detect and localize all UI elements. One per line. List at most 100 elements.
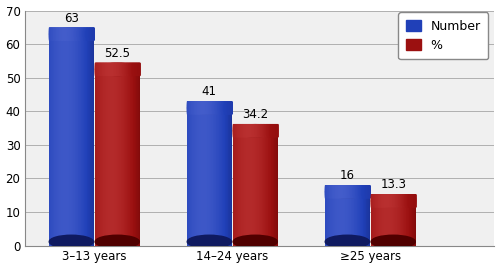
Ellipse shape <box>376 194 378 207</box>
Bar <box>348 192 350 246</box>
Bar <box>405 201 406 246</box>
Ellipse shape <box>134 63 135 76</box>
Ellipse shape <box>401 194 402 207</box>
Bar <box>332 192 333 246</box>
Bar <box>229 108 230 246</box>
Ellipse shape <box>122 63 123 76</box>
Ellipse shape <box>129 63 130 76</box>
Bar <box>256 131 257 246</box>
Bar <box>59 34 60 246</box>
Bar <box>138 69 140 246</box>
Ellipse shape <box>344 185 345 198</box>
Ellipse shape <box>353 185 354 198</box>
Bar <box>92 34 93 246</box>
Bar <box>243 131 244 246</box>
Bar <box>372 201 374 246</box>
Ellipse shape <box>381 194 382 207</box>
Ellipse shape <box>393 194 394 207</box>
Ellipse shape <box>258 124 259 137</box>
Ellipse shape <box>336 185 338 198</box>
Ellipse shape <box>243 124 244 137</box>
Bar <box>260 131 261 246</box>
Bar <box>372 201 373 246</box>
Ellipse shape <box>130 63 131 76</box>
Bar <box>336 192 338 246</box>
Ellipse shape <box>260 124 261 137</box>
Ellipse shape <box>114 63 116 76</box>
Ellipse shape <box>206 101 207 114</box>
Ellipse shape <box>246 124 248 137</box>
Ellipse shape <box>83 28 84 41</box>
Bar <box>113 69 114 246</box>
Ellipse shape <box>113 63 114 76</box>
Bar <box>214 108 215 246</box>
Bar <box>340 192 341 246</box>
Bar <box>244 131 246 246</box>
Ellipse shape <box>367 185 368 198</box>
Bar <box>368 192 369 246</box>
Bar <box>129 69 130 246</box>
Bar <box>191 108 192 246</box>
Bar <box>102 69 103 246</box>
Ellipse shape <box>196 101 197 114</box>
Ellipse shape <box>261 124 262 137</box>
Ellipse shape <box>383 194 384 207</box>
Bar <box>112 69 114 246</box>
Bar <box>389 201 390 246</box>
Ellipse shape <box>77 28 78 41</box>
Ellipse shape <box>228 101 230 114</box>
Ellipse shape <box>227 101 228 114</box>
Bar <box>196 108 197 246</box>
Ellipse shape <box>330 185 332 198</box>
Bar <box>267 131 268 246</box>
Ellipse shape <box>263 124 264 137</box>
Bar <box>206 108 208 246</box>
Ellipse shape <box>325 185 326 198</box>
Ellipse shape <box>198 101 200 114</box>
Bar <box>218 108 220 246</box>
Bar <box>237 131 238 246</box>
Ellipse shape <box>399 194 400 207</box>
Bar <box>234 131 235 246</box>
Ellipse shape <box>221 101 222 114</box>
Ellipse shape <box>205 101 206 114</box>
Bar <box>90 34 92 246</box>
Ellipse shape <box>273 124 274 137</box>
Bar <box>396 201 398 246</box>
Ellipse shape <box>414 194 416 207</box>
Bar <box>360 192 362 246</box>
Bar <box>233 131 234 246</box>
Ellipse shape <box>405 194 406 207</box>
Ellipse shape <box>62 28 63 41</box>
Ellipse shape <box>66 28 68 41</box>
Bar <box>270 131 272 246</box>
Bar <box>96 69 98 246</box>
Bar <box>367 192 368 246</box>
Bar <box>346 192 347 246</box>
Bar <box>380 201 381 246</box>
Ellipse shape <box>335 185 336 198</box>
Bar <box>136 69 137 246</box>
Ellipse shape <box>102 63 104 76</box>
Ellipse shape <box>218 101 220 114</box>
Bar <box>274 131 275 246</box>
Ellipse shape <box>266 124 267 137</box>
Bar <box>273 131 274 246</box>
Ellipse shape <box>410 194 411 207</box>
Bar <box>102 69 104 246</box>
Bar <box>328 192 329 246</box>
Bar <box>220 108 221 246</box>
Ellipse shape <box>137 63 138 76</box>
Ellipse shape <box>91 28 92 41</box>
Ellipse shape <box>375 194 376 207</box>
Bar <box>118 69 120 246</box>
Ellipse shape <box>96 63 98 76</box>
Ellipse shape <box>193 101 194 114</box>
Bar <box>378 201 380 246</box>
Bar <box>187 108 188 246</box>
Ellipse shape <box>59 28 60 41</box>
Ellipse shape <box>256 124 258 137</box>
Bar <box>408 201 410 246</box>
Ellipse shape <box>111 63 112 76</box>
Ellipse shape <box>328 185 329 198</box>
